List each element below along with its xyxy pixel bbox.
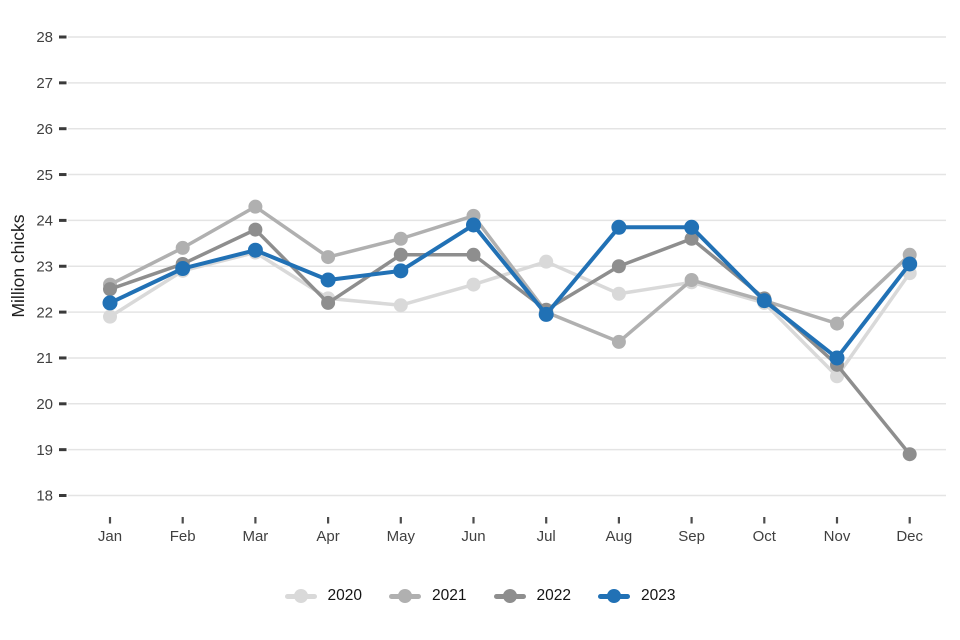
legend-marker-dot	[293, 589, 308, 603]
legend-label: 2023	[640, 587, 676, 604]
x-tick-label: Aug	[606, 528, 633, 545]
legend-item-2020: 2020	[284, 587, 363, 605]
y-tick-label: 26	[36, 121, 53, 138]
line-chart: 18 19 20 21 22 23 24 25 26 27 28 Jan Feb Mar Apr May Ju…	[8, 29, 946, 545]
y-tick-label: 22	[36, 304, 53, 321]
legend-item-2021: 2021	[389, 587, 467, 605]
data-point-2020-Jun	[466, 277, 481, 292]
data-point-2020-Nov	[830, 369, 844, 384]
data-point-2022-Mar	[248, 222, 263, 237]
data-point-2021-Feb	[175, 240, 190, 255]
y-axis: 18 19 20 21 22 23 24 25 26 27 28	[36, 29, 67, 505]
data-point-2022-Sep	[684, 231, 699, 246]
data-point-2023-Nov	[829, 350, 845, 366]
legend-series-marker-icon	[389, 589, 422, 604]
x-tick-label: Jan	[98, 528, 122, 545]
data-point-2023-Jul	[538, 306, 554, 322]
data-point-2022-Jan	[103, 282, 117, 297]
data-point-2023-Oct	[756, 293, 772, 309]
legend: 2020 2021 2022 2023	[0, 587, 960, 605]
legend-item-2023: 2023	[597, 587, 676, 605]
data-point-2021-Mar	[248, 199, 263, 214]
data-point-2021-Aug	[611, 334, 626, 349]
data-point-2023-Aug	[611, 219, 627, 235]
legend-marker-dot	[606, 589, 621, 603]
data-point-2023-Feb	[175, 261, 191, 277]
x-tick-label: May	[387, 528, 416, 545]
data-point-2020-Jan	[103, 309, 117, 324]
series-line-2020	[108, 250, 912, 379]
y-tick-label: 18	[36, 488, 53, 505]
legend-series-marker-icon	[597, 589, 630, 604]
legend-marker-dot	[502, 589, 517, 603]
data-point-2020-Aug	[611, 286, 626, 301]
data-point-2020-May	[393, 298, 408, 313]
y-tick-label: 19	[36, 442, 53, 459]
x-tick-label: Oct	[753, 528, 777, 545]
data-point-2023-Apr	[320, 272, 336, 288]
x-tick-label: Dec	[896, 528, 923, 545]
y-tick-label: 27	[36, 75, 53, 92]
legend-item-2022: 2022	[493, 587, 571, 605]
series-layer	[102, 199, 918, 462]
data-point-2021-Nov	[830, 316, 844, 331]
legend-label: 2022	[536, 587, 571, 604]
data-point-2023-Jan	[102, 295, 118, 311]
data-point-2023-Sep	[684, 219, 700, 235]
data-point-2023-Mar	[247, 242, 263, 258]
series-line-2021	[108, 204, 912, 344]
y-tick-label: 23	[36, 258, 53, 275]
y-tick-label: 24	[36, 213, 53, 230]
y-tick-label: 20	[36, 396, 53, 413]
data-point-2020-Jul	[539, 254, 554, 269]
legend-marker-dot	[398, 589, 413, 603]
x-axis: Jan Feb Mar Apr May Jun Jul Aug Sep Oct Nov Dec	[98, 517, 924, 545]
x-tick-label: Jul	[537, 528, 556, 545]
data-point-2022-Dec	[902, 447, 917, 462]
legend-series-marker-icon	[493, 589, 526, 604]
x-tick-label: Jun	[461, 528, 485, 545]
y-tick-label: 25	[36, 167, 53, 184]
y-axis-title: Million chicks	[8, 214, 28, 317]
data-point-2022-May	[393, 247, 408, 262]
data-point-2023-May	[393, 263, 409, 279]
series-line-2023	[108, 222, 912, 360]
data-point-2021-Sep	[684, 273, 699, 288]
x-tick-label: Nov	[824, 528, 851, 545]
x-tick-label: Sep	[678, 528, 705, 545]
data-point-2022-Jun	[466, 247, 481, 262]
data-point-2021-Apr	[321, 250, 336, 265]
data-point-2022-Aug	[611, 259, 626, 274]
x-tick-label: Feb	[170, 528, 196, 545]
legend-series-marker-icon	[284, 589, 317, 604]
y-tick-label: 21	[36, 350, 53, 367]
x-tick-label: Mar	[242, 528, 268, 545]
legend-label: 2021	[432, 587, 467, 604]
y-tick-label: 28	[36, 29, 53, 46]
legend-label: 2020	[327, 587, 363, 604]
data-point-2021-May	[393, 231, 408, 246]
x-tick-label: Apr	[316, 528, 339, 545]
data-point-2022-Apr	[321, 295, 336, 310]
data-point-2023-Jun	[466, 217, 481, 233]
data-point-2023-Dec	[902, 256, 918, 272]
